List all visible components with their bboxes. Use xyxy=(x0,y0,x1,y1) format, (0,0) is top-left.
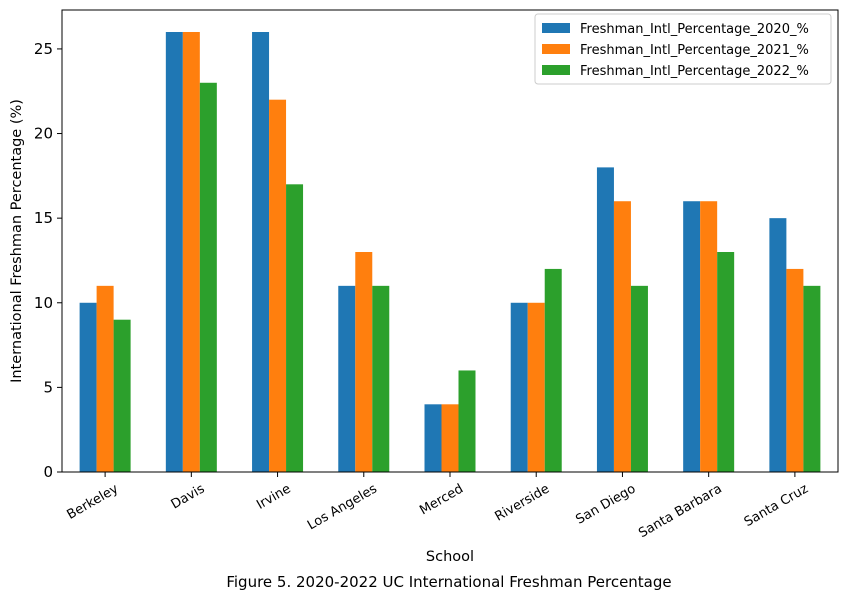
bar-irvine-series-3 xyxy=(286,184,304,473)
bar-santa-barbara-series-2 xyxy=(700,201,718,472)
bar-berkeley-series-1 xyxy=(79,302,97,472)
legend-label: Freshman_Intl_Percentage_2021_% xyxy=(580,43,809,58)
bar-santa-barbara-series-3 xyxy=(717,252,735,472)
bar-irvine-series-1 xyxy=(252,32,270,472)
bar-santa-cruz-series-2 xyxy=(786,268,804,472)
x-tick-label: Santa Barbara xyxy=(636,481,724,541)
x-tick-label: Irvine xyxy=(254,481,293,512)
y-axis: 0 5 10 15 20 25 xyxy=(34,40,62,481)
x-axis-label: School xyxy=(426,549,474,565)
y-tick-label: 20 xyxy=(34,125,53,143)
legend-label: Freshman_Intl_Percentage_2022_% xyxy=(580,64,809,79)
figure-caption: Figure 5. 2020-2022 UC International Fre… xyxy=(226,573,671,591)
x-tick-label: Santa Cruz xyxy=(742,481,811,530)
bar-berkeley-series-3 xyxy=(113,319,131,472)
y-tick-label: 0 xyxy=(43,463,53,481)
x-tick-label: Los Angeles xyxy=(305,481,380,533)
bar-davis-series-3 xyxy=(199,82,217,473)
bar-los-angeles-series-1 xyxy=(338,285,356,472)
bar-merced-series-3 xyxy=(458,370,476,472)
x-tick-label: Berkeley xyxy=(65,481,122,522)
bar-merced-series-1 xyxy=(424,404,442,472)
legend-frame xyxy=(534,13,832,85)
y-axis-label: International Freshman Percentage (%) xyxy=(9,99,25,383)
legend: Freshman_Intl_Percentage_2020_% Freshman_… xyxy=(534,13,832,85)
legend-label: Freshman_Intl_Percentage_2020_% xyxy=(580,22,809,37)
y-tick-label: 10 xyxy=(34,294,53,312)
bar-santa-cruz-series-1 xyxy=(769,218,787,472)
y-tick-label: 25 xyxy=(34,40,53,58)
bar-riverside-series-3 xyxy=(544,268,562,472)
y-tick-label: 15 xyxy=(34,209,53,227)
bar-davis-series-1 xyxy=(165,32,183,472)
x-tick-label: San Diego xyxy=(573,481,638,527)
bar-san-diego-series-1 xyxy=(596,167,614,472)
bar-los-angeles-series-3 xyxy=(372,285,390,472)
bar-san-diego-series-2 xyxy=(613,201,631,472)
x-tick-label: Riverside xyxy=(492,481,552,524)
bar-riverside-series-2 xyxy=(527,302,545,472)
bar-riverside-series-1 xyxy=(510,302,528,472)
x-tick-label: Davis xyxy=(169,481,208,512)
bar-santa-barbara-series-1 xyxy=(683,201,701,472)
bar-los-angeles-series-2 xyxy=(355,252,373,472)
legend-swatch xyxy=(542,23,570,33)
bar-santa-cruz-series-3 xyxy=(803,285,821,472)
legend-swatch xyxy=(542,65,570,75)
y-tick-label: 5 xyxy=(43,378,53,396)
bar-davis-series-2 xyxy=(182,32,200,472)
bar-san-diego-series-3 xyxy=(630,285,648,472)
legend-swatch xyxy=(542,44,570,54)
x-axis: Berkeley Davis Irvine Los Angeles Merced Rive… xyxy=(65,472,811,541)
x-tick-label: Merced xyxy=(417,481,466,518)
bar-berkeley-series-2 xyxy=(96,285,114,472)
bars-group xyxy=(79,32,821,473)
bar-merced-series-2 xyxy=(441,404,459,472)
bar-irvine-series-2 xyxy=(269,99,287,472)
